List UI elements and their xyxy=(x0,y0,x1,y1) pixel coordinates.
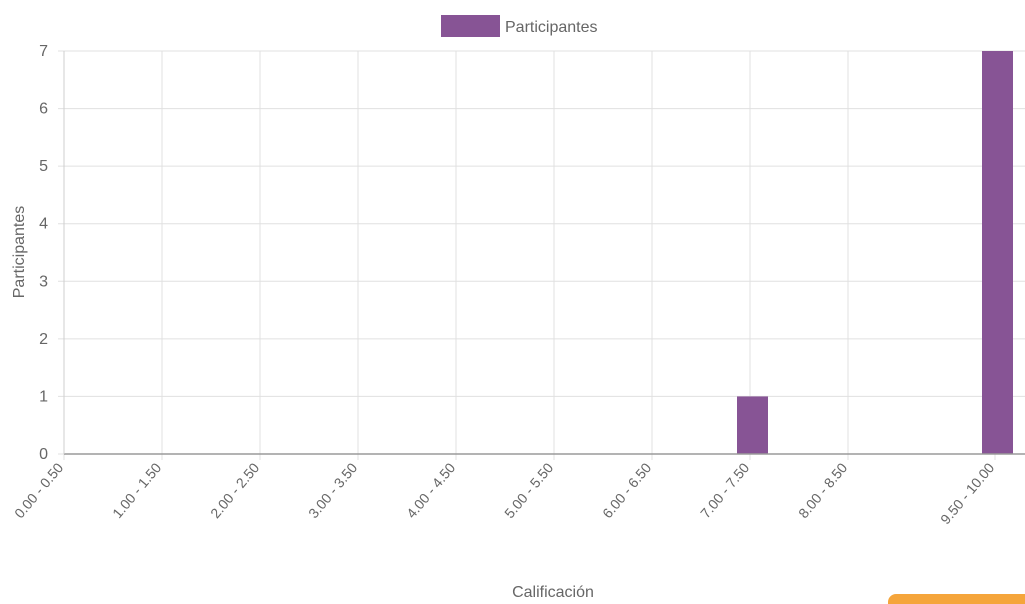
y-tick-label: 7 xyxy=(39,43,48,60)
legend-swatch[interactable] xyxy=(441,15,500,37)
y-tick-label: 5 xyxy=(39,158,48,175)
axes: 0 1 2 3 4 5 6 7 0.00 - 0.50 1.00 - 1.50 2.00 - 2.5… xyxy=(11,43,1025,527)
x-tick-label: 0.00 - 0.50 xyxy=(11,459,66,521)
x-tick-label: 1.00 - 1.50 xyxy=(109,459,164,521)
floating-action-button[interactable] xyxy=(888,594,1025,604)
y-tick-label: 1 xyxy=(39,388,48,405)
y-tick-label: 2 xyxy=(39,331,48,348)
y-tick-label: 6 xyxy=(39,101,48,118)
x-axis-title: Calificación xyxy=(512,584,594,601)
x-tick-label: 3.00 - 3.50 xyxy=(305,459,360,521)
x-tick-label: 5.00 - 5.50 xyxy=(501,459,556,521)
bar[interactable] xyxy=(737,396,768,454)
x-tick-label: 9.50 - 10.00 xyxy=(937,459,997,527)
grid-lines xyxy=(58,50,1025,460)
y-tick-label: 0 xyxy=(39,446,48,463)
legend[interactable]: Participantes xyxy=(441,15,598,37)
bar[interactable] xyxy=(982,51,1013,454)
x-tick-label: 8.00 - 8.50 xyxy=(795,459,850,521)
bars xyxy=(737,51,1013,454)
x-tick-label: 4.00 - 4.50 xyxy=(403,459,458,521)
y-tick-label: 4 xyxy=(39,216,48,233)
x-tick-label: 6.00 - 6.50 xyxy=(599,459,654,521)
y-tick-label: 3 xyxy=(39,273,48,290)
x-tick-label: 7.00 - 7.50 xyxy=(697,459,752,521)
y-axis-title: Participantes xyxy=(11,206,28,299)
legend-label[interactable]: Participantes xyxy=(505,19,598,36)
x-tick-label: 2.00 - 2.50 xyxy=(207,459,262,521)
